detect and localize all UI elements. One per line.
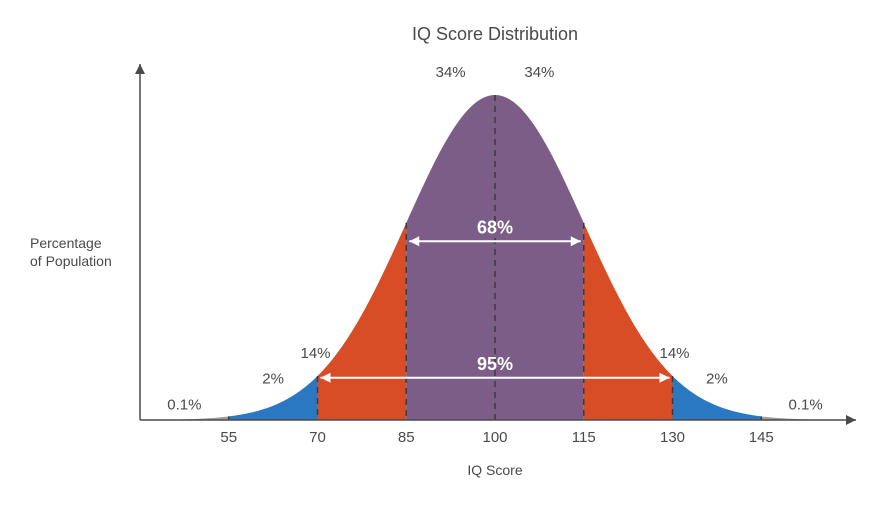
y-axis-label-line1: Percentage (30, 235, 102, 251)
x-tick-label: 70 (309, 429, 326, 446)
y-axis-arrow-icon (135, 64, 145, 74)
x-axis-label: IQ Score (467, 462, 522, 478)
x-tick-label: 100 (482, 429, 507, 446)
x-tick-label: 115 (572, 429, 596, 446)
x-tick-label: 85 (398, 429, 415, 446)
inner-band-label: 68% (477, 217, 513, 237)
x-tick-label: 145 (749, 429, 774, 446)
region-label: 34% (524, 64, 554, 81)
chart-title: IQ Score Distribution (412, 24, 578, 44)
region-label: 2% (262, 371, 284, 388)
x-ticks: 55 70 85 100 115 130 145 (220, 429, 773, 446)
region-label: 0.1% (789, 396, 823, 413)
region-label: 14% (659, 345, 689, 362)
inner-band-label: 95% (477, 354, 513, 374)
x-tick-label: 55 (220, 429, 237, 446)
region-label: 14% (300, 345, 330, 362)
region-label: 2% (706, 371, 728, 388)
region-label: 34% (436, 64, 466, 81)
x-axis-arrow-icon (846, 415, 856, 425)
region-label: 0.1% (167, 396, 201, 413)
y-axis-label-line2: of Population (30, 253, 112, 269)
region (318, 223, 407, 420)
x-tick-label: 130 (660, 429, 685, 446)
distribution-chart: IQ Score Distribution Percentage of Popu… (0, 0, 877, 510)
region (584, 223, 673, 420)
